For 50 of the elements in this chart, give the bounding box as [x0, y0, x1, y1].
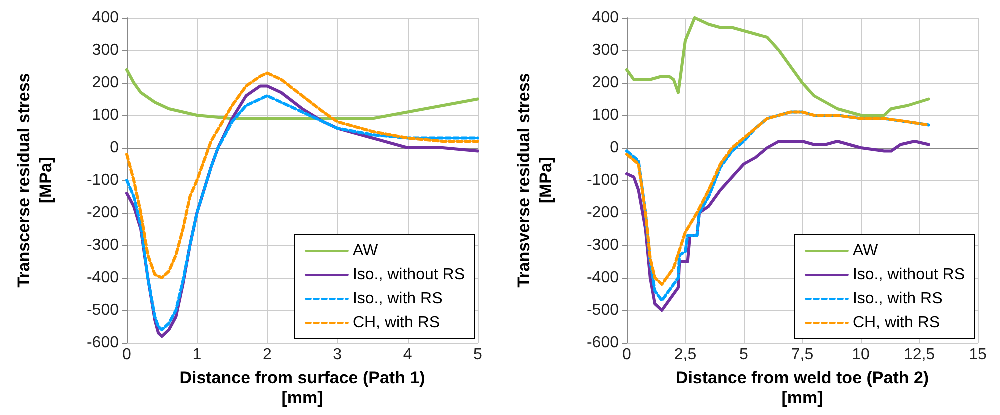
y-tick-label: 100 — [592, 107, 620, 124]
x-axis-title: Distance from surface (Path 1) [mm] — [180, 368, 426, 408]
y-tick-label: -500 — [586, 302, 620, 319]
x-axis-title: Distance from weld toe (Path 2) [mm] — [676, 368, 930, 408]
y-tick-label: 400 — [92, 10, 120, 26]
x-tick-label: 1 — [192, 346, 202, 364]
legend-label: AW — [352, 242, 380, 260]
y-tick-label: 0 — [110, 140, 120, 156]
line-series — [626, 16, 930, 117]
y-axis-title: Transverse residual stress [MPa] — [514, 73, 556, 288]
x-tick-label: 7,5 — [791, 346, 814, 364]
x-tick-label: 5 — [740, 346, 749, 364]
x-tick-label: 2 — [262, 346, 272, 364]
y-tick-label: 200 — [592, 74, 620, 92]
x-tick-label: 15 — [969, 346, 987, 364]
y-tick-label: -300 — [586, 237, 620, 254]
y-tick-label: 300 — [592, 42, 620, 59]
line-series — [126, 68, 480, 120]
x-tick-label: 12,5 — [904, 346, 936, 364]
x-tick-label: 4 — [403, 346, 412, 364]
y-tick-label: -400 — [586, 270, 620, 286]
x-tick-label: 10 — [852, 346, 870, 364]
y-tick-label: -500 — [86, 302, 120, 319]
y-tick-label: 100 — [92, 107, 120, 124]
y-tick-label: -300 — [86, 237, 120, 254]
legend-label: Iso., with RS — [852, 290, 943, 308]
line-series — [126, 72, 480, 280]
x-tick-label: 0 — [622, 346, 632, 364]
y-tick-label: -100 — [586, 172, 620, 189]
y-tick-label: -600 — [86, 334, 120, 352]
x-tick-label: 2,5 — [674, 346, 697, 364]
x-tick-label: 0 — [122, 346, 132, 364]
legend-label: Iso., with RS — [352, 290, 443, 308]
y-tick-label: 200 — [92, 74, 120, 92]
y-tick-label: -200 — [586, 204, 620, 222]
y-tick-label: -600 — [586, 334, 620, 352]
y-tick-label: -100 — [86, 172, 120, 189]
x-tick-label: 3 — [333, 346, 342, 364]
y-tick-label: -200 — [86, 204, 120, 222]
legend-label: AW — [852, 242, 880, 260]
y-tick-label: -400 — [86, 270, 120, 286]
y-tick-label: 0 — [610, 140, 620, 156]
y-axis-title: Transcerse residual stress [MPa] — [14, 73, 56, 288]
x-tick-label: 5 — [474, 346, 483, 364]
legend-label: CH, with RS — [352, 314, 440, 332]
y-tick-label: 400 — [592, 10, 620, 26]
legend-label: CH, with RS — [852, 314, 940, 332]
legend-label: Iso., without RS — [852, 266, 965, 284]
legend-label: Iso., without RS — [352, 266, 465, 284]
y-tick-label: 300 — [92, 42, 120, 59]
